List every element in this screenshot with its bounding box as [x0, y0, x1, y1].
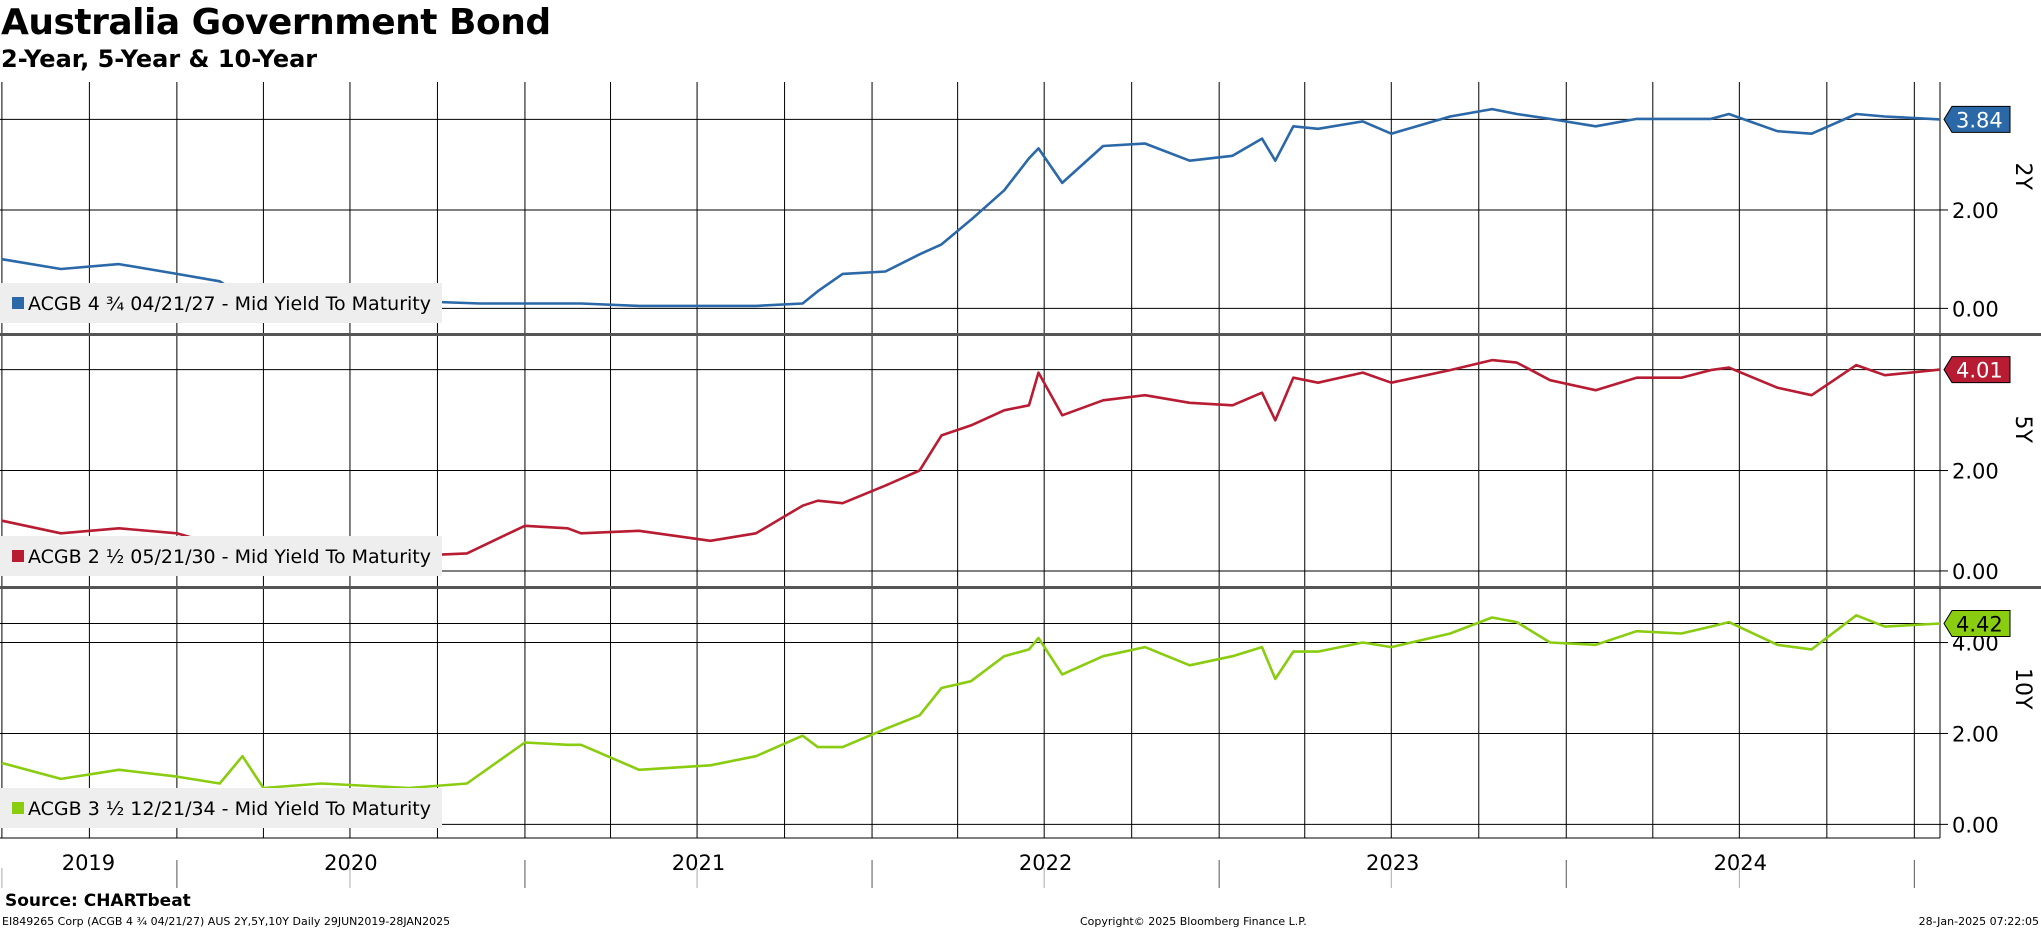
footer-timestamp: 28-Jan-2025 07:22:05	[1918, 915, 2039, 928]
panel-label: 5Y	[2010, 416, 2035, 444]
chart-subtitle: 2-Year, 5-Year & 10-Year	[1, 45, 318, 73]
y-tick-label: 2.00	[1952, 199, 1999, 223]
last-value-tag: 3.84	[1943, 105, 2011, 133]
y-tick-label: 0.00	[1952, 560, 1999, 584]
legend-label: ACGB 2 ½ 05/21/30 - Mid Yield To Maturit…	[28, 546, 431, 568]
legend-background	[0, 283, 442, 323]
legend-swatch	[12, 802, 24, 814]
x-axis: 2019 2020 2021 2022 2023 2024	[0, 837, 1940, 888]
y-tick-label: 0.00	[1952, 297, 1999, 321]
legend-swatch	[12, 550, 24, 562]
panel-separator	[0, 586, 2041, 589]
panel-2y: 2.00 0.00 3.84 2Y ACGB 4 ¾ 04/21/27 - Mid Yi…	[0, 82, 2041, 336]
legend-5y: ACGB 2 ½ 05/21/30 - Mid Yield To Maturit…	[0, 536, 442, 576]
legend-2y: ACGB 4 ¾ 04/21/27 - Mid Yield To Maturit…	[0, 283, 442, 323]
x-tick-label: 2021	[672, 851, 725, 875]
legend-swatch	[12, 297, 24, 309]
last-value-tag: 4.42	[1943, 609, 2011, 637]
legend-background	[0, 536, 442, 576]
footer-copyright: Copyright© 2025 Bloomberg Finance L.P.	[1080, 915, 1307, 928]
last-value-badge	[1943, 356, 2011, 384]
legend-label: ACGB 4 ¾ 04/21/27 - Mid Yield To Maturit…	[28, 293, 431, 315]
panel-label: 10Y	[2010, 668, 2035, 710]
series-line-5y	[1, 358, 1941, 558]
chart-title: Australia Government Bond	[1, 2, 551, 43]
y-tick-label: 2.00	[1952, 460, 1999, 484]
x-tick-label: 2023	[1366, 851, 1419, 875]
series-line-2y	[1, 107, 1941, 308]
legend-background	[0, 788, 442, 828]
x-tick-label: 2024	[1714, 851, 1767, 875]
last-value-badge	[1943, 609, 2011, 637]
x-tick-label: 2019	[62, 851, 115, 875]
last-value-label: 3.84	[1956, 108, 2003, 132]
panel-separator	[0, 333, 2041, 336]
x-tick-label: 2022	[1019, 851, 1072, 875]
series-line-10y	[1, 613, 1941, 790]
source-note: Source: CHARTbeat	[5, 891, 191, 911]
y-tick-label: 2.00	[1952, 722, 1999, 746]
last-value-badge	[1943, 105, 2011, 133]
x-tick-label: 2020	[324, 851, 377, 875]
footer-ticker-info: EI849265 Corp (ACGB 4 ¾ 04/21/27) AUS 2Y…	[2, 915, 451, 928]
panel-label: 2Y	[2010, 163, 2035, 191]
legend-10y: ACGB 3 ½ 12/21/34 - Mid Yield To Maturit…	[0, 788, 442, 828]
panel-5y: 2.00 0.00 4.01 5Y ACGB 2 ½ 05/21/30 - Mid Yi…	[0, 335, 2041, 589]
y-tick-label: 0.00	[1952, 813, 1999, 837]
legend-label: ACGB 3 ½ 12/21/34 - Mid Yield To Maturit…	[28, 798, 431, 820]
vertical-gridlines	[1, 82, 1915, 838]
last-value-label: 4.01	[1956, 359, 2003, 383]
last-value-label: 4.42	[1956, 612, 2003, 636]
last-value-tag: 4.01	[1943, 356, 2011, 384]
